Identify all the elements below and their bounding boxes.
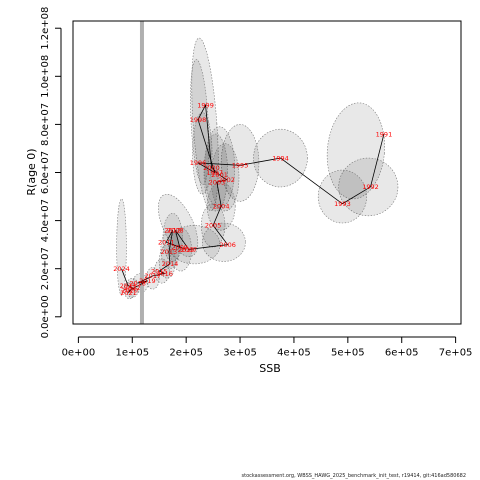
plot-frame — [72, 20, 462, 325]
ellipse-0 — [326, 102, 385, 200]
ellipse-20 — [154, 258, 170, 284]
point-label-2013: 2013 — [161, 248, 178, 256]
point-label-1993: 1993 — [334, 200, 351, 208]
footer-text: stockassessment.org, WBSS_HAWG_2025_benc… — [241, 473, 467, 479]
ellipse-1 — [338, 157, 399, 217]
ellipse-25 — [116, 198, 127, 296]
y-tick-label-5: 1.0e+08 — [40, 55, 51, 98]
ellipse-2 — [317, 169, 367, 224]
y-tick-label-4: 8.0e+07 — [40, 103, 51, 146]
point-label-2004: 2004 — [213, 202, 230, 210]
x-tick-label-1: 1e+05 — [115, 347, 149, 358]
point-label-2002: 2002 — [218, 176, 235, 184]
y-tick-label-1: 2.0e+07 — [40, 247, 51, 290]
point-label-1994: 1994 — [272, 154, 289, 162]
point-label-2006: 2006 — [219, 241, 236, 249]
y-tick-label-3: 6.0e+07 — [40, 151, 51, 194]
x-tick-label-2: 2e+05 — [169, 347, 203, 358]
trajectory-line — [121, 103, 385, 293]
point-label-2008: 2008 — [167, 227, 184, 235]
y-tick-label-2: 4.0e+07 — [40, 199, 51, 242]
x-tick-label-7: 7e+05 — [439, 347, 473, 358]
point-labels: 1991 1992 1993 1994 1995 1996 1997 1998 1999 2000… — [113, 101, 392, 297]
ellipse-7 — [192, 112, 213, 195]
point-label-2003: 2003 — [209, 178, 226, 186]
x-tick-label-5: 5e+05 — [331, 347, 365, 358]
y-tick-label-6: 1.2e+08 — [40, 7, 51, 50]
point-label-2022: 2022 — [124, 284, 141, 292]
point-label-2014: 2014 — [162, 260, 179, 268]
point-label-2017: 2017 — [144, 272, 161, 280]
ellipse-15 — [158, 193, 199, 257]
point-label-2000: 2000 — [203, 164, 220, 172]
point-label-2012: 2012 — [164, 227, 181, 235]
point-label-1992: 1992 — [362, 183, 379, 191]
x-tick-label-6: 6e+05 — [385, 347, 419, 358]
ellipse-13 — [202, 222, 246, 262]
point-label-2021: 2021 — [120, 289, 137, 297]
point-label-2018: 2018 — [129, 279, 146, 287]
point-label-1991: 1991 — [376, 130, 393, 138]
point-label-2005: 2005 — [205, 222, 222, 230]
point-label-2010: 2010 — [178, 246, 195, 254]
point-label-2019: 2019 — [139, 277, 156, 285]
y-axis: 0.0e+00 2.0e+07 4.0e+07 6.0e+07 8.0e+07 1.0e+… — [40, 7, 62, 338]
point-label-1997: 1997 — [206, 169, 223, 177]
x-axis-label: SSB — [259, 362, 281, 375]
point-label-1995: 1995 — [232, 162, 249, 170]
x-axis: 0e+00 1e+05 2e+05 3e+05 4e+05 5e+05 6e+05 7e+05 — [62, 336, 473, 358]
point-label-1998: 1998 — [190, 116, 207, 124]
point-label-1999: 1999 — [197, 101, 214, 109]
point-label-2016: 2016 — [156, 270, 173, 278]
point-label-2015: 2015 — [151, 267, 168, 275]
ellipse-19 — [158, 244, 176, 279]
point-label-2011: 2011 — [158, 239, 175, 247]
x-tick-label-0: 0e+00 — [62, 347, 96, 358]
point-label-2009: 2009 — [171, 243, 188, 251]
ellipse-4 — [220, 124, 260, 202]
point-label-2024: 2024 — [113, 265, 130, 273]
y-tick-label-0: 0.0e+00 — [40, 295, 51, 338]
ellipse-21 — [145, 267, 160, 290]
point-label-2001: 2001 — [211, 171, 228, 179]
trajectory-layer — [121, 103, 385, 293]
x-tick-label-4: 4e+05 — [277, 347, 311, 358]
y-axis-label: R(age 0) — [25, 148, 38, 195]
point-label-2020: 2020 — [121, 287, 138, 295]
ellipse-10 — [210, 143, 240, 212]
point-label-2007: 2007 — [181, 246, 198, 254]
x-tick-label-3: 3e+05 — [223, 347, 257, 358]
point-label-1996: 1996 — [190, 159, 207, 167]
point-label-2023: 2023 — [120, 282, 137, 290]
confidence-ellipses — [116, 37, 399, 300]
